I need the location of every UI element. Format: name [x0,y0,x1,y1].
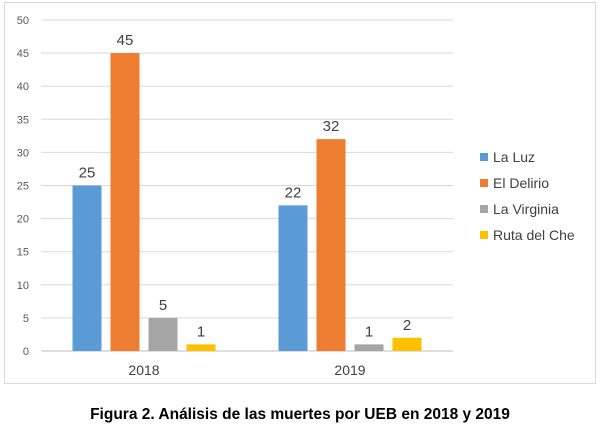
bar-2018-la-virginia [148,317,178,351]
y-tick-label-35: 35 [17,114,29,126]
y-tick-label-45: 45 [17,48,29,60]
data-label-2019-el-delirio: 32 [323,118,340,135]
y-tick-label-20: 20 [17,214,29,226]
y-tick-label-5: 5 [23,313,29,325]
legend-label-la-virginia: La Virginia [493,201,559,217]
bar-2018-la-luz [72,185,102,351]
legend-swatch-la-luz [480,153,488,161]
y-tick-label-50: 50 [17,15,29,27]
bar-2018-el-delirio [110,53,140,351]
figure-caption: Figura 2. Análisis de las muertes por UE… [90,406,510,423]
data-label-2018-el-delirio: 45 [117,32,134,49]
chart-frame: 0 5 10 15 20 25 30 35 40 45 50 25 45 5 1 22 32 1 2 2018 20… [4,2,596,384]
data-label-2018-ruta-del-che: 1 [197,323,205,340]
legend-label-la-luz: La Luz [493,149,535,165]
y-tick-label-40: 40 [17,81,29,93]
data-label-2018-la-luz: 25 [79,165,96,182]
bar-2019-el-delirio [316,139,346,351]
y-tick-label-25: 25 [17,181,29,193]
legend-label-el-delirio: El Delirio [493,175,549,191]
y-tick-label-10: 10 [17,280,29,292]
legend: La Luz El Delirio La Virginia Ruta del Che [480,149,575,243]
y-axis-tick-labels: 0 5 10 15 20 25 30 35 40 45 50 [17,15,29,358]
data-label-2019-la-virginia: 1 [365,323,373,340]
legend-label-ruta-del-che: Ruta del Che [493,227,575,243]
y-tick-label-30: 30 [17,147,29,159]
bar-2019-ruta-del-che [392,337,422,351]
y-tick-label-15: 15 [17,247,29,259]
bar-2018-ruta-del-che [186,344,216,351]
bars [72,53,422,351]
legend-swatch-el-delirio [480,179,488,187]
legend-swatch-ruta-del-che [480,231,488,239]
x-category-label-2018: 2018 [128,362,159,378]
y-tick-label-0: 0 [23,346,29,358]
legend-swatch-la-virginia [480,205,488,213]
data-label-2018-la-virginia: 5 [159,297,167,314]
data-label-2019-ruta-del-che: 2 [403,317,411,334]
gridlines [41,19,453,352]
data-label-2019-la-luz: 22 [285,184,302,201]
bar-2019-la-virginia [354,344,384,351]
data-labels: 25 45 5 1 22 32 1 2 [79,32,412,340]
bar-2019-la-luz [278,205,308,351]
x-axis-category-labels: 2018 2019 [128,362,365,378]
x-category-label-2019: 2019 [334,362,365,378]
